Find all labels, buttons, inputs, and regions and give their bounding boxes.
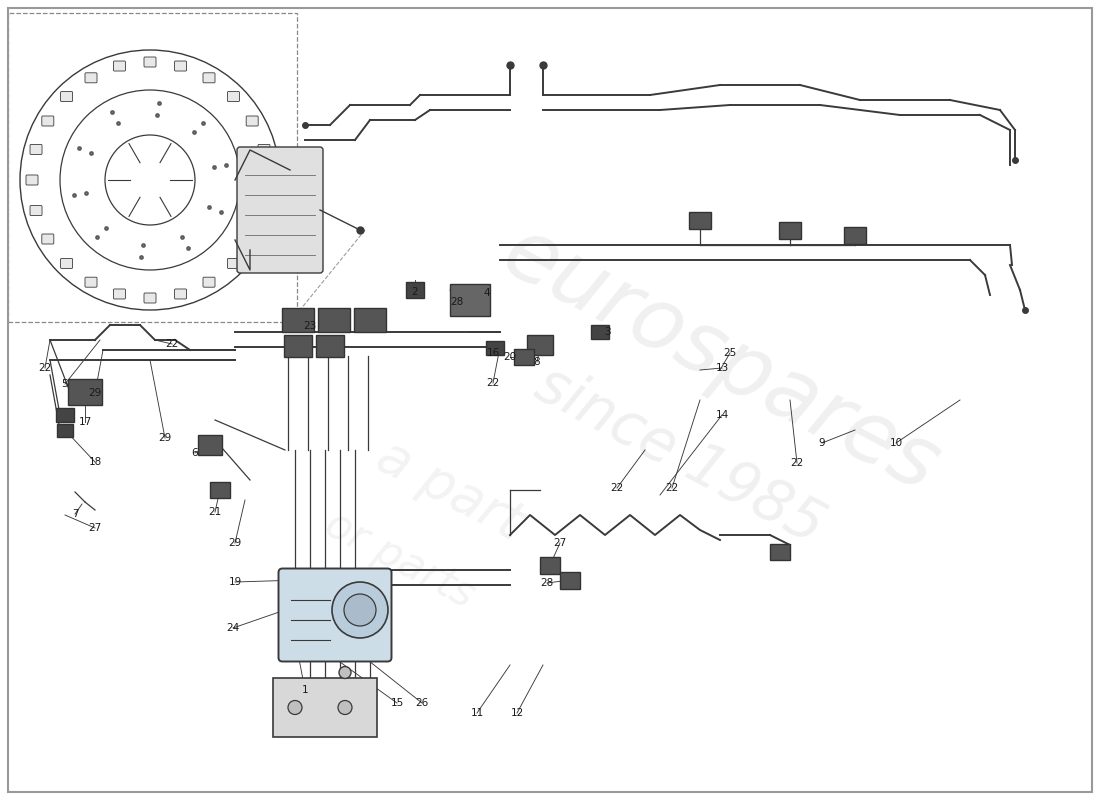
FancyBboxPatch shape — [770, 544, 790, 560]
Circle shape — [339, 666, 351, 678]
Text: 5: 5 — [62, 379, 68, 389]
FancyBboxPatch shape — [284, 335, 312, 357]
Text: 26: 26 — [416, 698, 429, 708]
FancyBboxPatch shape — [68, 379, 102, 405]
FancyBboxPatch shape — [282, 308, 314, 332]
Text: 27: 27 — [553, 538, 566, 548]
Text: 29: 29 — [88, 388, 101, 398]
Circle shape — [332, 582, 388, 638]
Text: 28: 28 — [540, 578, 553, 588]
Text: 3: 3 — [604, 327, 611, 337]
Text: 29: 29 — [229, 538, 242, 548]
FancyBboxPatch shape — [318, 308, 350, 332]
FancyBboxPatch shape — [591, 325, 609, 339]
Text: 18: 18 — [88, 457, 101, 467]
Text: 22: 22 — [666, 483, 679, 493]
FancyBboxPatch shape — [113, 289, 125, 299]
Text: 19: 19 — [229, 577, 242, 587]
Text: 16: 16 — [486, 348, 499, 358]
Text: 22: 22 — [610, 483, 624, 493]
Text: 7: 7 — [72, 509, 78, 519]
FancyBboxPatch shape — [246, 234, 258, 244]
Text: 6: 6 — [191, 448, 198, 458]
FancyBboxPatch shape — [56, 408, 74, 422]
Text: 15: 15 — [390, 698, 404, 708]
Text: 20: 20 — [504, 352, 517, 362]
FancyBboxPatch shape — [210, 482, 230, 498]
Text: 4: 4 — [484, 288, 491, 298]
FancyBboxPatch shape — [198, 435, 222, 455]
FancyBboxPatch shape — [42, 234, 54, 244]
Text: 24: 24 — [227, 623, 240, 633]
FancyBboxPatch shape — [60, 91, 73, 102]
FancyBboxPatch shape — [42, 116, 54, 126]
FancyBboxPatch shape — [85, 277, 97, 287]
FancyBboxPatch shape — [316, 335, 344, 357]
FancyBboxPatch shape — [144, 293, 156, 303]
Text: eurospares: eurospares — [488, 210, 952, 510]
FancyBboxPatch shape — [844, 226, 866, 243]
Text: 10: 10 — [890, 438, 903, 448]
FancyBboxPatch shape — [527, 335, 553, 355]
FancyBboxPatch shape — [450, 284, 490, 316]
Circle shape — [344, 594, 376, 626]
Text: 27: 27 — [88, 523, 101, 533]
FancyBboxPatch shape — [144, 57, 156, 67]
FancyBboxPatch shape — [514, 349, 534, 365]
Text: 9: 9 — [818, 438, 825, 448]
Text: 1: 1 — [301, 685, 308, 695]
FancyBboxPatch shape — [175, 289, 187, 299]
FancyBboxPatch shape — [486, 341, 504, 355]
FancyBboxPatch shape — [57, 423, 73, 437]
Text: or parts: or parts — [318, 503, 482, 617]
Text: 13: 13 — [715, 363, 728, 373]
Text: 21: 21 — [208, 507, 221, 517]
Text: 12: 12 — [510, 708, 524, 718]
FancyBboxPatch shape — [30, 145, 42, 154]
Text: 8: 8 — [534, 357, 540, 367]
FancyBboxPatch shape — [60, 258, 73, 269]
FancyBboxPatch shape — [204, 73, 214, 83]
Circle shape — [288, 701, 302, 714]
Text: 22: 22 — [165, 339, 178, 349]
FancyBboxPatch shape — [175, 61, 187, 71]
FancyBboxPatch shape — [258, 206, 270, 215]
FancyBboxPatch shape — [228, 91, 240, 102]
Text: since 1985: since 1985 — [526, 355, 834, 555]
FancyBboxPatch shape — [273, 678, 377, 737]
FancyBboxPatch shape — [406, 282, 424, 298]
FancyBboxPatch shape — [560, 571, 580, 589]
Text: 23: 23 — [304, 321, 317, 331]
FancyBboxPatch shape — [258, 145, 270, 154]
Text: 28: 28 — [450, 297, 463, 307]
Text: 25: 25 — [724, 348, 737, 358]
Text: 2: 2 — [411, 287, 418, 297]
FancyBboxPatch shape — [689, 211, 711, 229]
Text: 29: 29 — [158, 433, 172, 443]
Circle shape — [338, 701, 352, 714]
Text: 17: 17 — [78, 417, 91, 427]
FancyBboxPatch shape — [26, 175, 39, 185]
FancyBboxPatch shape — [85, 73, 97, 83]
FancyBboxPatch shape — [228, 258, 240, 269]
Text: 22: 22 — [486, 378, 499, 388]
FancyBboxPatch shape — [779, 222, 801, 238]
FancyBboxPatch shape — [278, 569, 392, 662]
Text: 11: 11 — [471, 708, 484, 718]
Text: a part: a part — [368, 430, 531, 550]
FancyBboxPatch shape — [354, 308, 386, 332]
FancyBboxPatch shape — [262, 175, 274, 185]
Text: 22: 22 — [39, 363, 52, 373]
FancyBboxPatch shape — [204, 277, 214, 287]
FancyBboxPatch shape — [246, 116, 258, 126]
FancyBboxPatch shape — [236, 147, 323, 273]
FancyBboxPatch shape — [30, 206, 42, 215]
FancyBboxPatch shape — [113, 61, 125, 71]
FancyBboxPatch shape — [540, 557, 560, 574]
Text: 22: 22 — [791, 458, 804, 468]
Text: 14: 14 — [715, 410, 728, 420]
